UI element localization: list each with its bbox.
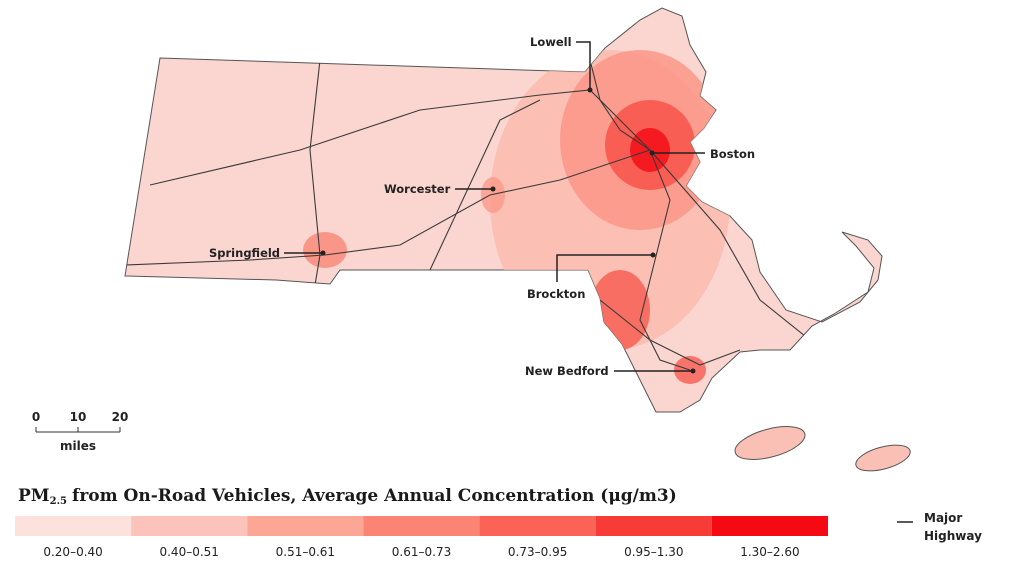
area bbox=[590, 270, 650, 350]
city-label: Springfield bbox=[209, 246, 280, 260]
legend-label: 0.73–0.95 bbox=[508, 545, 567, 559]
city-dot bbox=[490, 186, 496, 192]
city-dot bbox=[650, 252, 656, 258]
city-label: New Bedford bbox=[525, 364, 609, 378]
city-label: Brockton bbox=[527, 287, 585, 301]
highway bbox=[599, 299, 741, 366]
highway-legend-label: Major bbox=[924, 511, 962, 525]
city-label: Lowell bbox=[530, 35, 572, 49]
legend-label: 0.61–0.73 bbox=[392, 545, 451, 559]
highway bbox=[589, 59, 691, 371]
scale-unit: miles bbox=[60, 439, 96, 453]
title-main: PM bbox=[18, 486, 50, 506]
highway bbox=[125, 149, 651, 266]
legend-label: 0.20–0.40 bbox=[43, 545, 102, 559]
legend-label: 1.30–2.60 bbox=[740, 545, 799, 559]
legend-swatch bbox=[131, 516, 248, 536]
legend-label: 0.51–0.61 bbox=[276, 545, 335, 559]
scale-tick-label: 20 bbox=[112, 410, 129, 424]
highway bbox=[429, 99, 541, 271]
legend-title: PM2.5 from On-Road Vehicles, Average Annu… bbox=[18, 486, 677, 507]
city-markers: Lowell Boston Worcester Springfield Broc… bbox=[209, 35, 755, 378]
city-label: Worcester bbox=[384, 182, 451, 196]
legend-label: 0.40–0.51 bbox=[159, 545, 218, 559]
highway-legend-label: Highway bbox=[924, 529, 982, 543]
legend-swatch bbox=[595, 516, 712, 536]
city-dot bbox=[649, 150, 655, 156]
city-label: Boston bbox=[710, 147, 755, 161]
scale-tick-label: 10 bbox=[70, 410, 87, 424]
title-rest: from On-Road Vehicles, Average Annual Co… bbox=[72, 486, 677, 506]
city-dot bbox=[690, 368, 696, 374]
leader-line bbox=[576, 41, 591, 90]
legend-label: 0.95–1.30 bbox=[624, 545, 683, 559]
title-subscript: 2.5 bbox=[50, 496, 67, 507]
scale-tick-label: 0 bbox=[32, 410, 40, 424]
island bbox=[734, 426, 806, 460]
island bbox=[855, 444, 911, 472]
legend-swatch bbox=[479, 516, 596, 536]
area bbox=[481, 177, 505, 213]
leader-line bbox=[556, 254, 653, 282]
highway bbox=[309, 59, 321, 286]
state-map bbox=[124, 7, 911, 472]
legend: 0.20–0.40 0.40–0.51 0.51–0.61 0.61–0.73 0.73… bbox=[15, 516, 828, 559]
city-dot bbox=[320, 250, 326, 256]
area bbox=[303, 232, 347, 268]
city-dot bbox=[587, 87, 593, 93]
legend-swatch bbox=[15, 516, 132, 536]
legend-swatch bbox=[247, 516, 364, 536]
scale-bar: miles 0 10 20 bbox=[32, 410, 129, 453]
legend-swatch bbox=[711, 516, 828, 536]
legend-swatch bbox=[363, 516, 480, 536]
